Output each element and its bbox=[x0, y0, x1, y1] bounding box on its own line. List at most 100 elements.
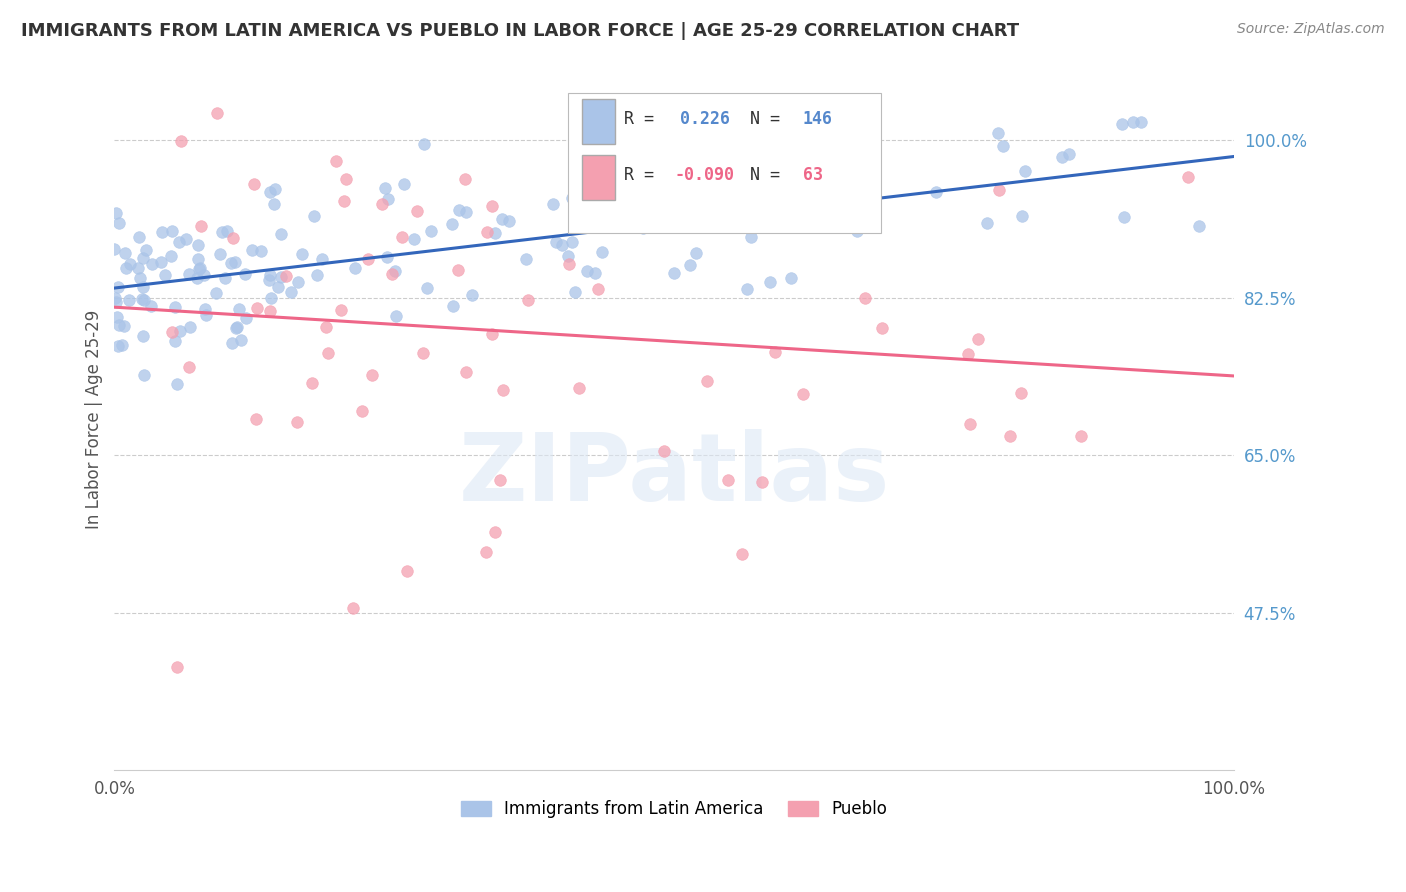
Point bbox=[118, 293, 141, 307]
Point bbox=[259, 303, 281, 318]
Point bbox=[799, 189, 821, 203]
Point bbox=[967, 332, 990, 346]
Point bbox=[765, 344, 787, 359]
Point bbox=[228, 301, 250, 316]
Point bbox=[132, 252, 155, 266]
Point bbox=[385, 309, 408, 323]
Point bbox=[221, 336, 243, 351]
Point bbox=[484, 524, 506, 539]
Point bbox=[870, 321, 893, 335]
Point bbox=[291, 247, 314, 261]
Point bbox=[678, 158, 700, 172]
Point bbox=[575, 264, 598, 278]
Point bbox=[586, 113, 609, 128]
Point bbox=[242, 177, 264, 191]
Point bbox=[134, 293, 156, 307]
Y-axis label: In Labor Force | Age 25-29: In Labor Force | Age 25-29 bbox=[86, 310, 103, 529]
Point bbox=[285, 415, 308, 429]
Point bbox=[131, 292, 153, 306]
Point bbox=[246, 301, 269, 315]
Point bbox=[756, 186, 779, 200]
Point bbox=[778, 186, 800, 200]
Point bbox=[863, 154, 886, 169]
Point bbox=[132, 280, 155, 294]
Text: IMMIGRANTS FROM LATIN AMERICA VS PUEBLO IN LABOR FORCE | AGE 25-29 CORRELATION C: IMMIGRANTS FROM LATIN AMERICA VS PUEBLO … bbox=[21, 22, 1019, 40]
Point bbox=[998, 429, 1021, 443]
Point bbox=[153, 268, 176, 283]
Point bbox=[804, 186, 827, 201]
Point bbox=[484, 226, 506, 240]
Point bbox=[204, 286, 226, 301]
Text: N =: N = bbox=[751, 166, 790, 184]
Point bbox=[167, 235, 190, 249]
Point bbox=[287, 275, 309, 289]
Point bbox=[342, 601, 364, 615]
Point bbox=[1122, 115, 1144, 129]
Point bbox=[132, 328, 155, 343]
Point bbox=[170, 134, 193, 148]
Point bbox=[240, 243, 263, 257]
Point bbox=[316, 346, 339, 360]
Point bbox=[105, 310, 128, 324]
Point bbox=[841, 215, 863, 229]
Point bbox=[315, 320, 337, 334]
Point bbox=[150, 254, 173, 268]
Point bbox=[685, 246, 707, 260]
Point bbox=[662, 267, 685, 281]
Point bbox=[235, 267, 257, 281]
Point bbox=[987, 126, 1010, 140]
Point bbox=[489, 474, 512, 488]
Text: 146: 146 bbox=[803, 110, 832, 128]
Point bbox=[186, 270, 208, 285]
Point bbox=[925, 185, 948, 199]
Point bbox=[441, 299, 464, 313]
Point bbox=[546, 235, 568, 250]
Point bbox=[583, 266, 606, 280]
Text: N =: N = bbox=[751, 110, 790, 128]
Point bbox=[127, 260, 149, 275]
Point bbox=[280, 285, 302, 300]
Point bbox=[166, 660, 188, 674]
Point bbox=[207, 106, 229, 120]
FancyBboxPatch shape bbox=[568, 93, 882, 234]
Point bbox=[1111, 117, 1133, 131]
Point bbox=[104, 292, 127, 306]
Point bbox=[696, 374, 718, 388]
Point bbox=[357, 252, 380, 267]
Point bbox=[103, 242, 125, 256]
Point bbox=[217, 224, 239, 238]
Point bbox=[141, 257, 163, 271]
Point bbox=[481, 327, 503, 342]
Point bbox=[270, 227, 292, 241]
Point bbox=[222, 230, 245, 244]
Point bbox=[441, 217, 464, 231]
Point bbox=[557, 249, 579, 263]
Point bbox=[169, 325, 191, 339]
Point bbox=[669, 182, 692, 196]
Point bbox=[179, 319, 201, 334]
Point bbox=[187, 238, 209, 252]
Point bbox=[174, 232, 197, 246]
Point bbox=[259, 273, 281, 287]
Point bbox=[591, 195, 613, 210]
Point bbox=[335, 171, 357, 186]
Point bbox=[105, 206, 128, 220]
Point bbox=[194, 308, 217, 322]
Point bbox=[1057, 147, 1080, 161]
Point bbox=[150, 225, 173, 239]
Point bbox=[190, 219, 212, 234]
Point bbox=[333, 194, 356, 208]
Point bbox=[194, 301, 217, 316]
Point bbox=[132, 368, 155, 382]
Point bbox=[405, 203, 427, 218]
Point bbox=[568, 381, 591, 395]
Point bbox=[160, 224, 183, 238]
Point bbox=[641, 194, 664, 209]
Point bbox=[391, 230, 413, 244]
Point bbox=[274, 269, 297, 284]
Point bbox=[107, 318, 129, 333]
Point bbox=[855, 291, 877, 305]
Point bbox=[991, 138, 1014, 153]
Point bbox=[976, 215, 998, 229]
Point bbox=[846, 224, 869, 238]
